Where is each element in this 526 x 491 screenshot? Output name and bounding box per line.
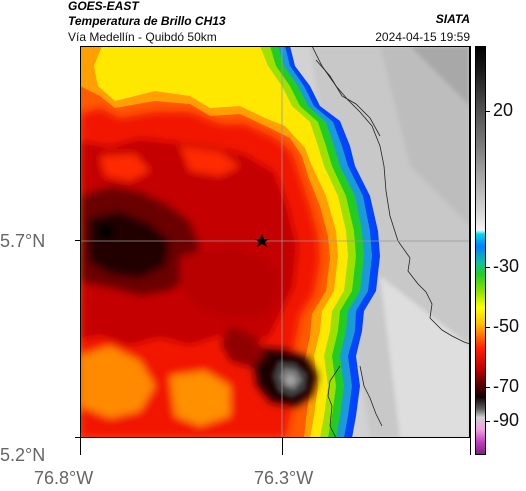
x-tick-2 [282,438,283,455]
colorbar-label-minus30: -30 [493,256,520,276]
satellite-map [80,46,470,438]
x-axis-left [80,438,81,455]
colorbar-label-20: 20 [493,100,514,120]
product-title: Temperatura de Brillo CH13 [68,14,226,28]
colorbar-label-minus70: -70 [493,376,520,396]
cb-tick-m30 [486,267,490,268]
location-star-marker [255,234,269,247]
x-tick-label-1: 76.8°W [34,468,94,488]
cb-tick-m50 [486,327,490,328]
colorbar-label-minus90: -90 [493,410,520,430]
y-tick-label-2: 5.2°N [0,445,46,465]
cb-tick-m90 [486,421,490,422]
frame-right-line [470,46,471,455]
land-texture [310,46,470,438]
temperature-colorbar [475,46,486,455]
cb-tick-m70 [486,387,490,388]
source-label: SIATA [435,12,470,26]
map-svg [80,46,470,438]
x-tick-label-2: 76.3°W [254,468,314,488]
satellite-name: GOES-EAST [68,0,139,13]
cb-tick-20 [486,111,490,112]
colorbar-label-minus50: -50 [493,316,520,336]
route-subtitle: Vía Medellín - Quibdó 50km [68,30,217,44]
y-tick-2 [75,437,80,438]
y-tick-1 [75,240,80,241]
cloud-field [80,46,380,438]
timestamp: 2024-04-15 19:59 [375,30,470,44]
y-tick-label-1: 5.7°N [0,231,46,251]
